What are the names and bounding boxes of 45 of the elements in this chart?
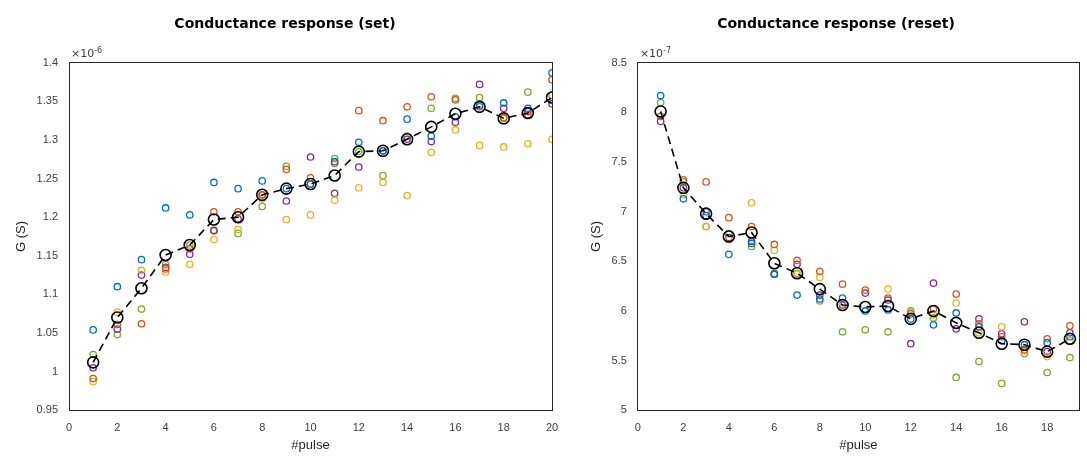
y-axis-title: G (S)	[13, 220, 29, 253]
x-axis-title: #pulse	[291, 436, 330, 452]
x-tick-label: 8	[816, 420, 823, 433]
y-axis-title: G (S)	[588, 220, 604, 253]
y-tick-label: 7	[620, 204, 627, 217]
x-tick-label: 6	[210, 420, 217, 433]
y-tick-label: 6.5	[611, 254, 627, 267]
chart-title: Conductance response (set)	[174, 15, 396, 32]
x-tick-label: 0	[634, 420, 641, 433]
y-tick-label: 0.95	[36, 403, 59, 416]
y-tick-label: 1.05	[36, 326, 59, 339]
y-tick-label: 5	[620, 403, 627, 416]
y-tick-label: 1.25	[36, 171, 59, 184]
x-axis-title: #pulse	[839, 436, 878, 452]
x-tick-label: 8	[259, 420, 266, 433]
x-tick-label: 12	[904, 420, 917, 433]
x-tick-label: 16	[995, 420, 1008, 433]
y-tick-label: 1.1	[42, 287, 59, 300]
x-tick-label: 16	[449, 420, 462, 433]
x-tick-label: 10	[859, 420, 872, 433]
x-tick-label: 14	[950, 420, 963, 433]
x-tick-label: 6	[771, 420, 778, 433]
y-tick-label: 8.5	[611, 55, 627, 68]
y-tick-label: 1.2	[42, 210, 59, 223]
x-tick-label: 18	[1041, 420, 1054, 433]
y-tick-label: 6	[620, 303, 627, 316]
y-tick-label: 1.15	[36, 248, 59, 261]
x-tick-label: 18	[497, 420, 510, 433]
x-tick-label: 0	[65, 420, 73, 433]
y-tick-label: 5.5	[611, 353, 627, 366]
y-tick-label: 1.3	[42, 133, 59, 146]
x-tick-label: 2	[680, 420, 687, 433]
x-tick-label: 4	[725, 420, 732, 433]
x-tick-label: 14	[400, 420, 414, 433]
x-tick-label: 20	[545, 420, 559, 433]
x-tick-label: 2	[114, 420, 121, 433]
x-tick-label: 4	[162, 420, 169, 433]
x-tick-label: 10	[304, 420, 317, 433]
chart-title: Conductance response (reset)	[717, 15, 955, 32]
y-tick-label: 8	[620, 105, 627, 118]
x-tick-label: 12	[352, 420, 365, 433]
y-tick-label: 1.4	[42, 55, 59, 68]
y-tick-label: 1.35	[36, 94, 59, 107]
y-tick-label: 7.5	[611, 155, 627, 168]
y-tick-label: 1	[51, 364, 59, 377]
